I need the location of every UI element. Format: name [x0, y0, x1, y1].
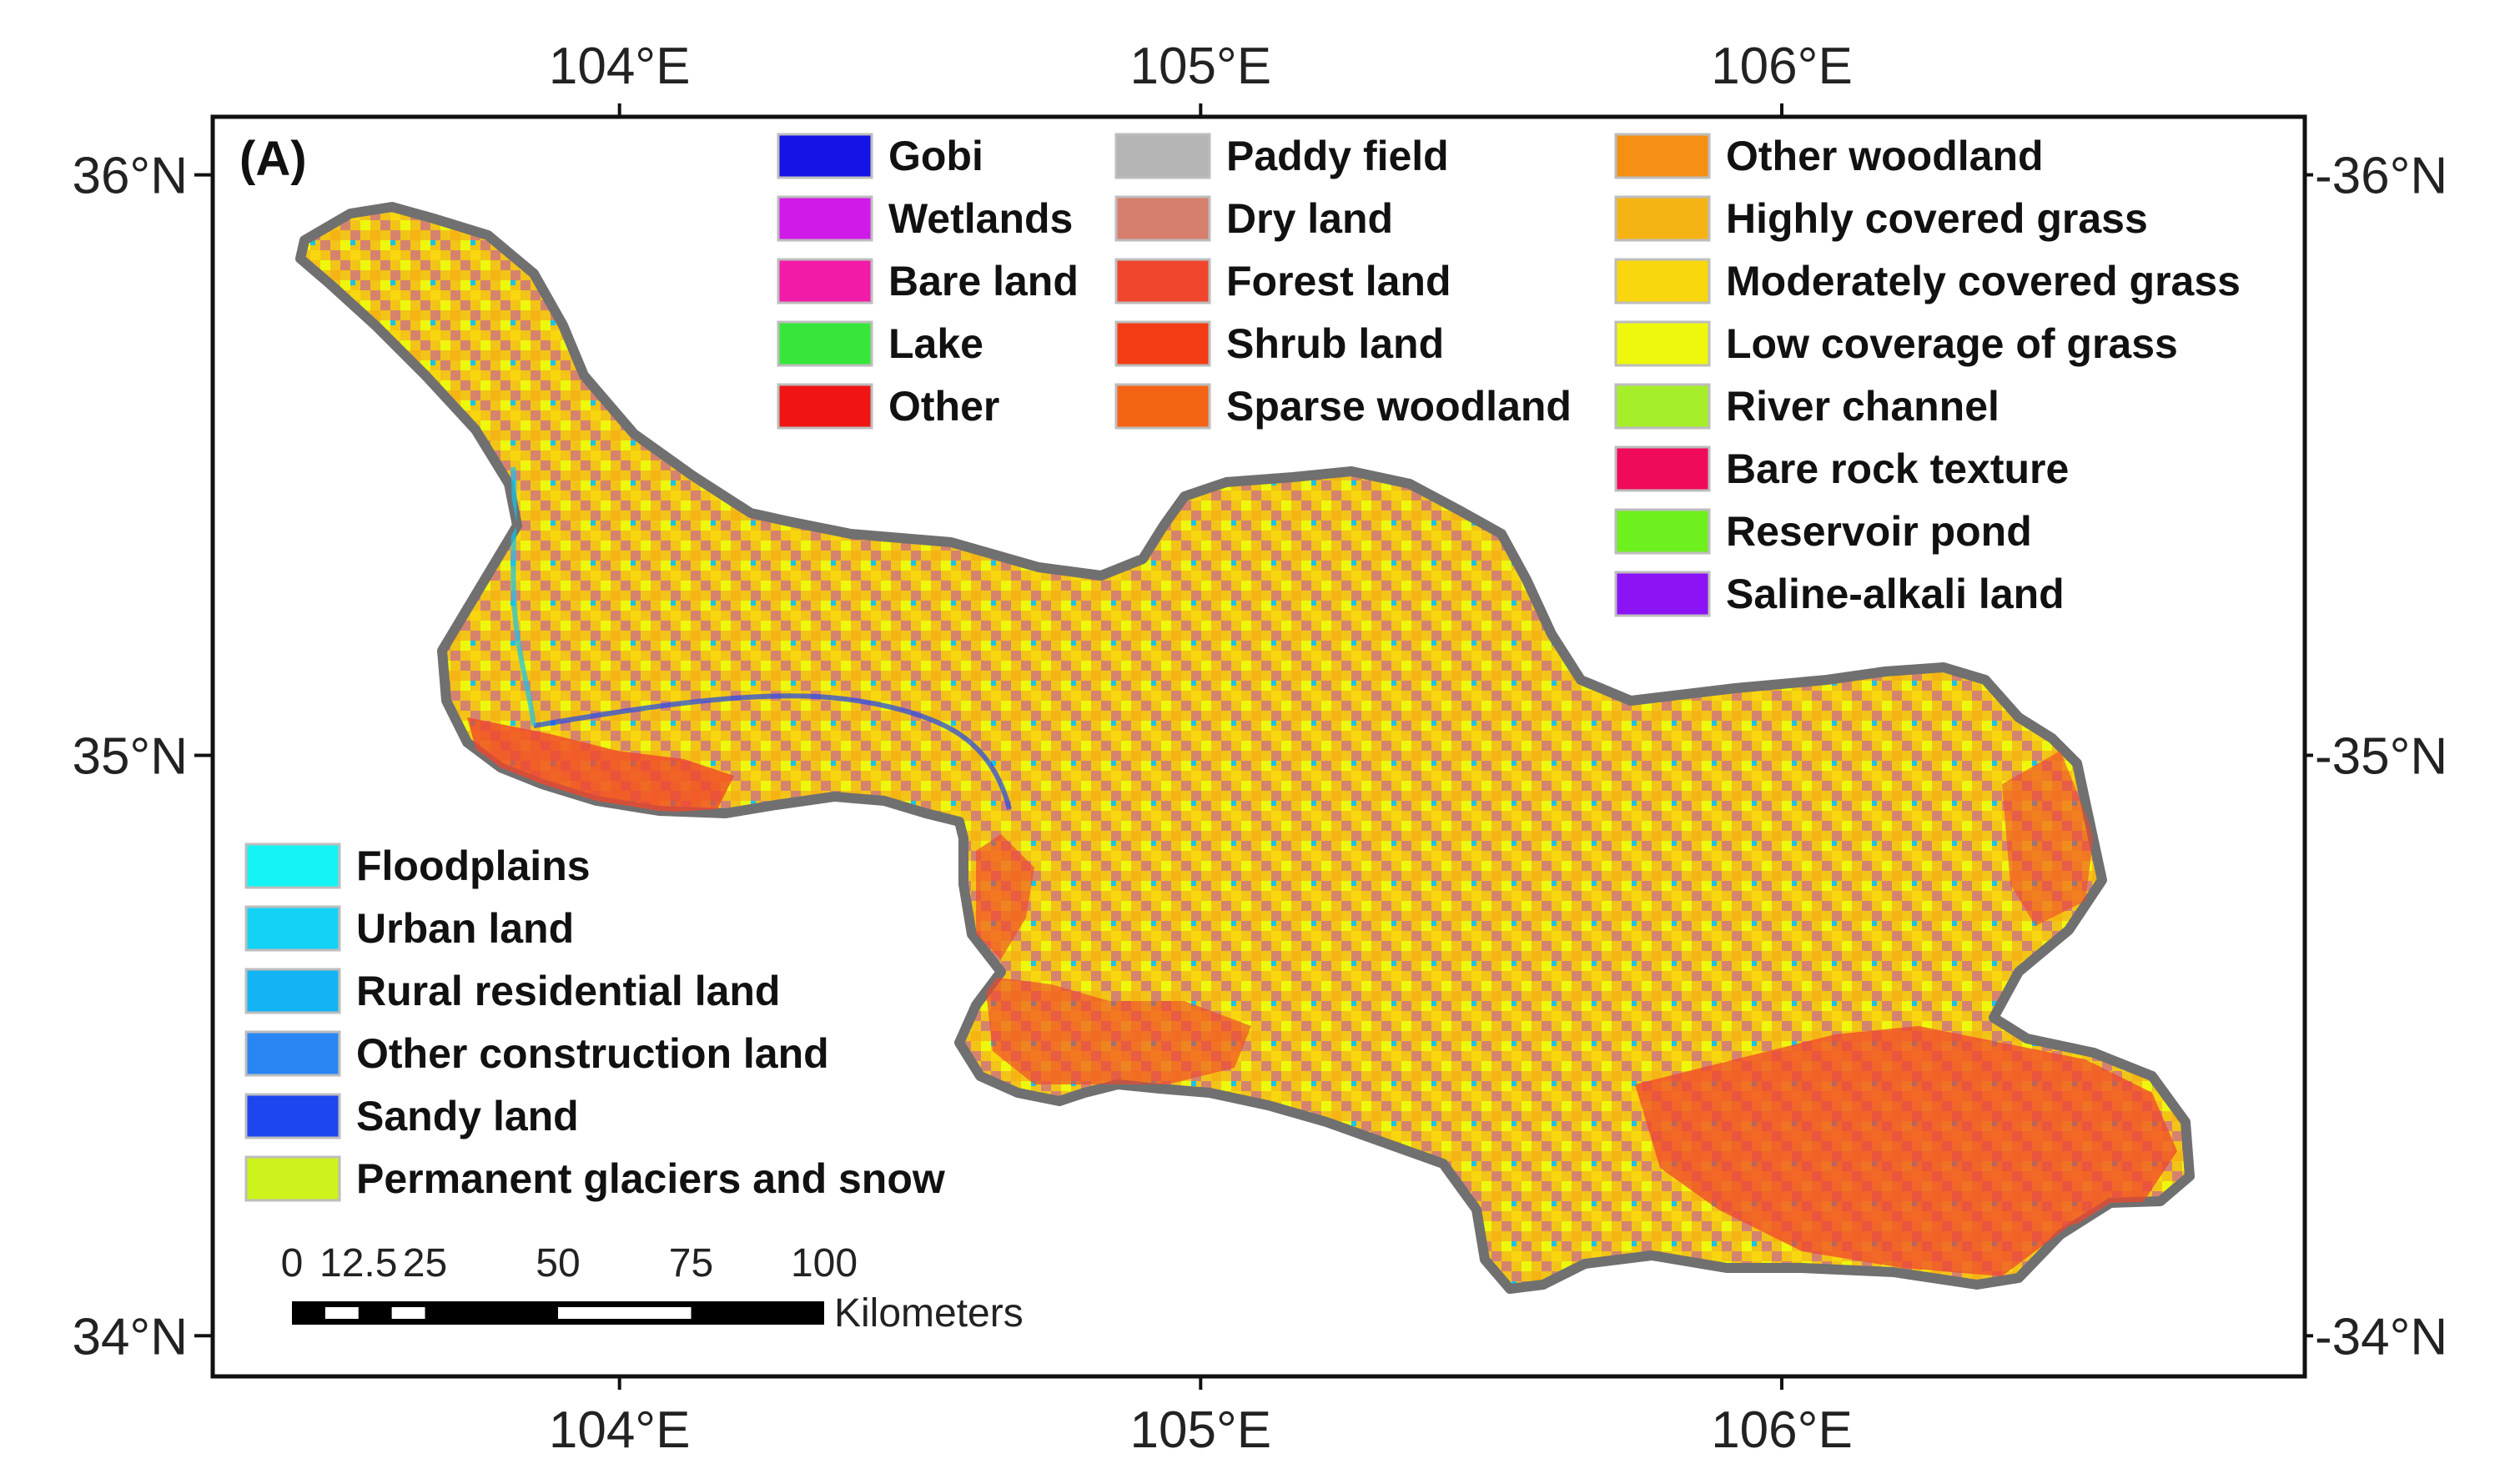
legend-label: Reservoir pond [1726, 508, 2032, 555]
forest-patch-east [2002, 751, 2094, 926]
legend-label: Moderately covered grass [1726, 258, 2241, 304]
scale-bar: 0 12.5 25 50 75 100 Kilometers [281, 1241, 1024, 1336]
scale-tick-label: 75 [669, 1241, 713, 1285]
bottom-tick-label: 106°E [1711, 1401, 1853, 1459]
top-tick-label: 106°E [1711, 38, 1853, 95]
legend-swatch [1614, 195, 1711, 242]
scale-tick-label: 0 [281, 1241, 304, 1285]
legend-swatch [1114, 195, 1211, 242]
legend-swatch [1614, 133, 1711, 179]
legend-label: Bare land [888, 258, 1079, 304]
right-tick-label: -35°N [2315, 727, 2447, 785]
legend-swatch [244, 843, 341, 889]
legend-swatch [777, 320, 873, 367]
top-tick-label: 104°E [549, 38, 691, 95]
scale-tick-label: 100 [791, 1241, 858, 1285]
panel-label: (A) [239, 132, 307, 186]
legend-group-d: Floodplains Urban land Rural residential l… [244, 843, 945, 1202]
legend-label: Gobi [888, 133, 983, 179]
legend-label: Highly covered grass [1726, 195, 2148, 242]
legend-label: Low coverage of grass [1726, 320, 2178, 367]
river-main [533, 693, 1012, 810]
legend-swatch [1114, 133, 1211, 179]
bottom-tick-label: 104°E [549, 1401, 691, 1459]
left-tick-label: 34°N [72, 1308, 188, 1366]
legend-label: Dry land [1226, 195, 1393, 242]
legend-swatch [1614, 258, 1711, 304]
legend-group-b: Paddy field Dry land Forest land Shrub land… [1114, 133, 1572, 430]
left-tick-label: 35°N [72, 727, 188, 785]
scale-bar-segment [391, 1307, 425, 1319]
legend-swatch [777, 133, 873, 179]
right-tick-label: -34°N [2315, 1308, 2447, 1366]
legend-swatch [777, 258, 873, 304]
basin-outline [295, 202, 2195, 1294]
legend-label: Other [888, 383, 999, 430]
scale-tick-label: 25 [403, 1241, 447, 1285]
legend-label: Wetlands [888, 195, 1073, 242]
legend-swatch [777, 383, 873, 430]
scale-unit-label: Kilometers [834, 1291, 1024, 1336]
forest-patch-central [976, 834, 1034, 959]
legend-swatch [244, 1093, 341, 1139]
axis-ticks: 104°E 104°E 105°E 105°E 106°E 106°E 36°N -36°N 3… [72, 38, 2447, 1459]
legend-swatch [1114, 383, 1211, 430]
legend-label: Other woodland [1726, 133, 2044, 179]
legend-label: Floodplains [356, 843, 591, 889]
river-west [511, 466, 536, 727]
legend-swatch [1114, 320, 1211, 367]
legend-swatch [1614, 571, 1711, 617]
legend-label: Saline-alkali land [1726, 571, 2065, 617]
legend-swatch [1114, 258, 1211, 304]
legend-swatch [244, 905, 341, 952]
basin-area [295, 202, 2195, 1294]
legend-label: River channel [1726, 383, 1999, 430]
legend-label: Paddy field [1226, 133, 1449, 179]
right-tick-label: -36°N [2315, 148, 2447, 205]
legend-label: Permanent glaciers and snow [356, 1155, 945, 1202]
legend-label: Bare rock texture [1726, 445, 2069, 492]
legend-swatch [1614, 508, 1711, 555]
legend-swatch [244, 968, 341, 1014]
forest-patch-south [984, 976, 1251, 1084]
legend-label: Rural residential land [356, 968, 780, 1014]
legend-label: Urban land [356, 905, 574, 952]
legend-swatch [244, 1155, 341, 1202]
scale-tick-label: 12.5 [319, 1241, 397, 1285]
bottom-tick-label: 105°E [1130, 1401, 1272, 1459]
legend-label: Forest land [1226, 258, 1451, 304]
legend-group-c: Other woodland Highly covered grass Modera… [1614, 133, 2241, 617]
legend-swatch [1614, 320, 1711, 367]
scale-bar-segment [558, 1307, 692, 1319]
legend-label: Sparse woodland [1226, 383, 1572, 430]
legend-swatch [244, 1030, 341, 1077]
legend-label: Sandy land [356, 1093, 579, 1139]
legend-label: Lake [888, 320, 983, 367]
legend-label: Other construction land [356, 1030, 829, 1077]
left-tick-label: 36°N [72, 148, 188, 205]
scale-tick-label: 50 [536, 1241, 580, 1285]
forest-patch-southeast [1635, 1026, 2177, 1276]
legend-swatch [1614, 445, 1711, 492]
scale-bar-segment [324, 1307, 359, 1319]
legend-label: Shrub land [1226, 320, 1444, 367]
legend-group-a: Gobi Wetlands Bare land Lake Other [777, 133, 1079, 430]
legend-swatch [777, 195, 873, 242]
top-tick-label: 105°E [1130, 38, 1272, 95]
legend-swatch [1614, 383, 1711, 430]
